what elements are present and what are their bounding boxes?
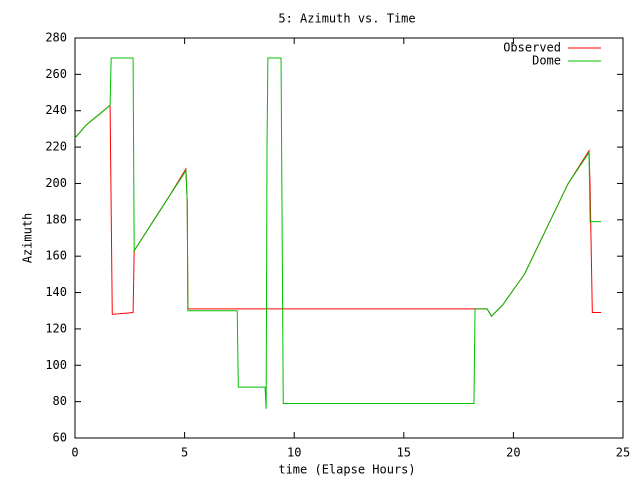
series-line xyxy=(74,57,602,409)
y-tick-label: 120 xyxy=(45,321,67,335)
y-tick-label: 100 xyxy=(45,358,67,372)
y-tick-label: 260 xyxy=(45,67,67,81)
y-tick-label: 240 xyxy=(45,103,67,117)
y-tick-label: 280 xyxy=(45,31,67,45)
y-tick-label: 80 xyxy=(53,394,67,408)
y-tick-label: 220 xyxy=(45,140,67,154)
legend-label: Dome xyxy=(532,54,561,68)
x-tick-label: 5 xyxy=(181,446,188,460)
plot-frame xyxy=(74,37,624,439)
x-tick-label: 20 xyxy=(506,446,520,460)
chart-title: 5: Azimuth vs. Time xyxy=(278,12,415,26)
x-tick-label: 25 xyxy=(616,446,630,460)
y-tick-label: 60 xyxy=(53,431,67,445)
legend-label: Observed xyxy=(503,41,561,55)
y-tick-label: 200 xyxy=(45,176,67,190)
y-tick-label: 160 xyxy=(45,249,67,263)
y-axis-label: Azimuth xyxy=(21,213,35,264)
x-axis-label: time (Elapse Hours) xyxy=(278,463,415,477)
x-tick-label: 10 xyxy=(287,446,301,460)
x-tick-label: 0 xyxy=(71,446,78,460)
y-tick-label: 180 xyxy=(45,212,67,226)
y-tick-label: 140 xyxy=(45,285,67,299)
x-tick-label: 15 xyxy=(397,446,411,460)
